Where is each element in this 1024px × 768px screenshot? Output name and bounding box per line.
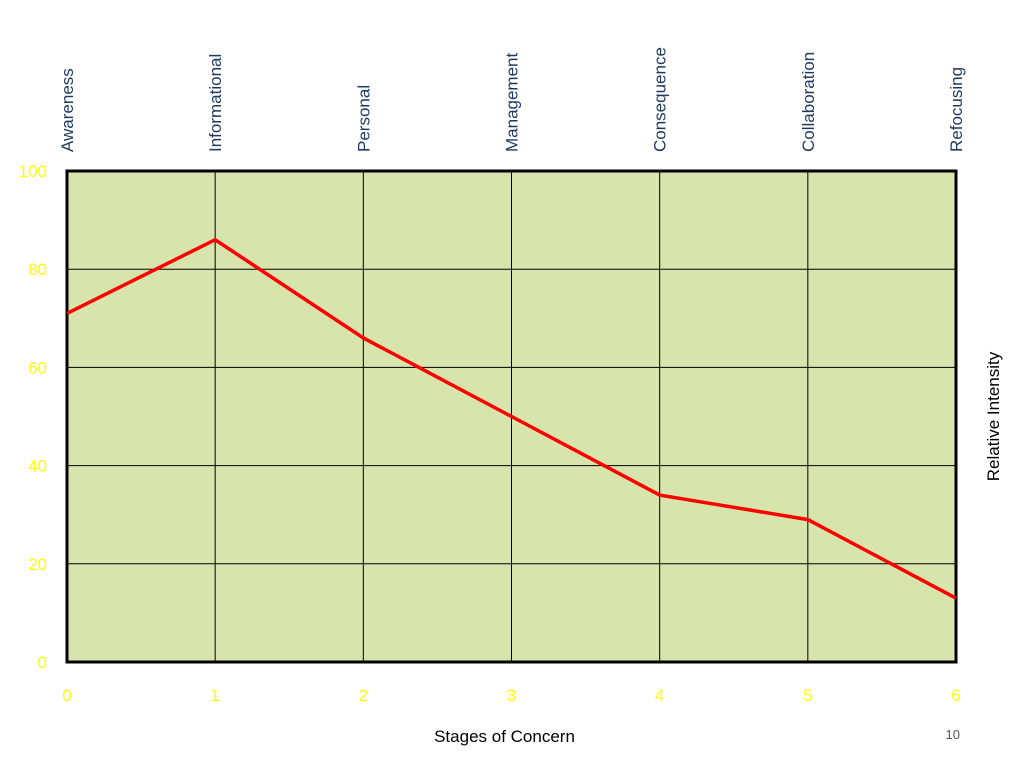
y-tick-label: 80 [28,260,47,279]
stage-label-management: Management [503,52,522,152]
x-tick-label: 2 [359,686,368,705]
y-tick-label: 40 [28,457,47,476]
x-axis-title: Stages of Concern [434,727,575,746]
x-tick-label: 6 [951,686,960,705]
x-tick-label: 1 [210,686,219,705]
y-tick-label: 60 [28,358,47,377]
y-tick-label: 100 [19,162,47,181]
stage-label-awareness: Awareness [58,68,77,152]
stage-label-personal: Personal [354,85,373,152]
x-tick-label: 0 [62,686,71,705]
plot-frame [65,169,958,664]
page-number: 10 [946,727,960,742]
stage-label-informational: Informational [206,54,225,152]
stage-labels: Awareness Informational Personal Management… [58,47,966,152]
x-tick-label: 4 [655,686,664,705]
stage-label-refocusing: Refocusing [947,67,966,152]
y-tick-label: 20 [28,555,47,574]
stage-label-collaboration: Collaboration [799,52,818,152]
y-tick-labels: 0 20 40 60 80 100 [19,162,47,672]
x-tick-labels: 0 1 2 3 4 5 6 [62,686,960,705]
x-tick-label: 5 [803,686,812,705]
series-line [66,237,957,600]
stage-label-consequence: Consequence [651,47,670,152]
x-tick-label: 3 [507,686,516,705]
y-axis-title: Relative Intensity [984,351,1003,481]
y-tick-label: 0 [38,653,47,672]
